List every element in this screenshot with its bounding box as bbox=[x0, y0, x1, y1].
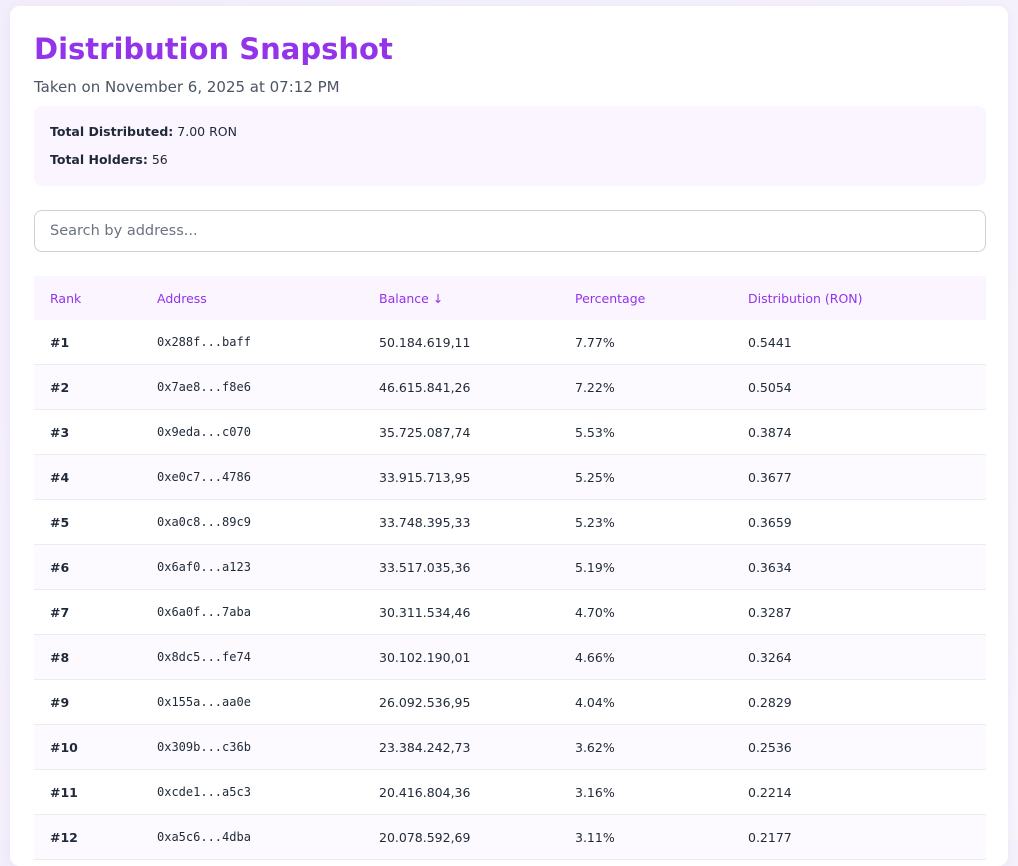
table-cell: 4.66% bbox=[559, 634, 732, 680]
summary-value: 56 bbox=[151, 152, 168, 167]
table-cell: #6 bbox=[34, 544, 141, 590]
column-header[interactable]: Rank bbox=[34, 276, 141, 320]
table-cell: 0x309b...c36b bbox=[141, 724, 363, 770]
table-cell: 0.3659 bbox=[732, 499, 986, 545]
holders-table: Rank Address Balance ↓ Percentage Distributi… bbox=[34, 276, 986, 860]
summary-label: Total Distributed: bbox=[50, 124, 174, 139]
table-row: #8 0x8dc5...fe74 30.102.190,01 4.66% 0.3264 bbox=[34, 634, 986, 680]
table-cell: #9 bbox=[34, 679, 141, 725]
table-cell: 0x6a0f...7aba bbox=[141, 589, 363, 635]
summary-item: Total Holders: 56 bbox=[50, 150, 970, 178]
table-body: #1 0x288f...baff 50.184.619,11 7.77% 0.5441 #… bbox=[34, 320, 986, 860]
column-header[interactable]: Balance ↓ bbox=[363, 276, 559, 320]
table-row: #4 0xe0c7...4786 33.915.713,95 5.25% 0.3677 bbox=[34, 454, 986, 500]
header-row: Rank Address Balance ↓ Percentage Distributi… bbox=[34, 276, 986, 320]
table-row: #11 0xcde1...a5c3 20.416.804,36 3.16% 0.2214 bbox=[34, 769, 986, 815]
table-cell: 0x288f...baff bbox=[141, 320, 363, 365]
table-cell: 3.11% bbox=[559, 814, 732, 860]
table-cell: 33.517.035,36 bbox=[363, 544, 559, 590]
table-cell: 0.3634 bbox=[732, 544, 986, 590]
table-cell: 0x7ae8...f8e6 bbox=[141, 364, 363, 410]
table-cell: 5.23% bbox=[559, 499, 732, 545]
summary-value: 7.00 RON bbox=[177, 124, 237, 139]
table-cell: #4 bbox=[34, 454, 141, 500]
table-cell: #8 bbox=[34, 634, 141, 680]
table-cell: 0xe0c7...4786 bbox=[141, 454, 363, 500]
table-cell: 3.16% bbox=[559, 769, 732, 815]
table-cell: 0.3677 bbox=[732, 454, 986, 500]
table-cell: 0.3264 bbox=[732, 634, 986, 680]
subtitle: Taken on November 6, 2025 at 07:12 PM bbox=[34, 78, 340, 96]
table-row: #6 0x6af0...a123 33.517.035,36 5.19% 0.3634 bbox=[34, 544, 986, 590]
table-cell: 7.22% bbox=[559, 364, 732, 410]
table-cell: 0.2214 bbox=[732, 769, 986, 815]
search-placeholder: Search by address... bbox=[50, 223, 198, 239]
table-cell: 0x8dc5...fe74 bbox=[141, 634, 363, 680]
table-cell: 35.725.087,74 bbox=[363, 409, 559, 455]
table-cell: 4.70% bbox=[559, 589, 732, 635]
table-cell: #12 bbox=[34, 814, 141, 860]
title: Distribution Snapshot bbox=[34, 32, 393, 66]
table-cell: #7 bbox=[34, 589, 141, 635]
table-cell: 20.078.592,69 bbox=[363, 814, 559, 860]
table-cell: 0.3287 bbox=[732, 589, 986, 635]
snapshot-card: Distribution Snapshot Taken on November … bbox=[10, 6, 1008, 866]
table-cell: 50.184.619,11 bbox=[363, 320, 559, 365]
table-cell: 0.5054 bbox=[732, 364, 986, 410]
table-cell: 5.53% bbox=[559, 409, 732, 455]
table-row: #12 0xa5c6...4dba 20.078.592,69 3.11% 0.2177 bbox=[34, 814, 986, 860]
table-row: #5 0xa0c8...89c9 33.748.395,33 5.23% 0.3659 bbox=[34, 499, 986, 545]
table-row: #3 0x9eda...c070 35.725.087,74 5.53% 0.3874 bbox=[34, 409, 986, 455]
column-header[interactable]: Address bbox=[141, 276, 363, 320]
table-cell: 30.311.534,46 bbox=[363, 589, 559, 635]
search-input[interactable]: Search by address... bbox=[34, 210, 986, 252]
table-cell: 0xa5c6...4dba bbox=[141, 814, 363, 860]
table-row: #2 0x7ae8...f8e6 46.615.841,26 7.22% 0.5054 bbox=[34, 364, 986, 410]
table-cell: #5 bbox=[34, 499, 141, 545]
summary-item: Total Distributed: 7.00 RON bbox=[50, 122, 970, 150]
table-cell: 26.092.536,95 bbox=[363, 679, 559, 725]
table-cell: 46.615.841,26 bbox=[363, 364, 559, 410]
table-cell: 0.2829 bbox=[732, 679, 986, 725]
table-cell: 20.416.804,36 bbox=[363, 769, 559, 815]
table-cell: 4.04% bbox=[559, 679, 732, 725]
table-cell: 33.915.713,95 bbox=[363, 454, 559, 500]
table-cell: 0.3874 bbox=[732, 409, 986, 455]
table-cell: 0xa0c8...89c9 bbox=[141, 499, 363, 545]
table-cell: #1 bbox=[34, 320, 141, 365]
table-cell: 23.384.242,73 bbox=[363, 724, 559, 770]
table-cell: 5.25% bbox=[559, 454, 732, 500]
table-cell: 7.77% bbox=[559, 320, 732, 365]
column-header[interactable]: Percentage bbox=[559, 276, 732, 320]
table-cell: 0.2177 bbox=[732, 814, 986, 860]
table-cell: 0xcde1...a5c3 bbox=[141, 769, 363, 815]
table-cell: #11 bbox=[34, 769, 141, 815]
table-row: #9 0x155a...aa0e 26.092.536,95 4.04% 0.2829 bbox=[34, 679, 986, 725]
table-cell: #3 bbox=[34, 409, 141, 455]
table-cell: 0.2536 bbox=[732, 724, 986, 770]
table-row: #1 0x288f...baff 50.184.619,11 7.77% 0.5441 bbox=[34, 320, 986, 365]
table-cell: #10 bbox=[34, 724, 141, 770]
summary: Total Distributed: 7.00 RON Total Holder… bbox=[34, 106, 986, 186]
table-row: #7 0x6a0f...7aba 30.311.534,46 4.70% 0.3287 bbox=[34, 589, 986, 635]
column-header[interactable]: Distribution (RON) bbox=[732, 276, 986, 320]
table-row: #10 0x309b...c36b 23.384.242,73 3.62% 0.2536 bbox=[34, 724, 986, 770]
table-cell: 33.748.395,33 bbox=[363, 499, 559, 545]
table-cell: 30.102.190,01 bbox=[363, 634, 559, 680]
table-cell: #2 bbox=[34, 364, 141, 410]
table-cell: 5.19% bbox=[559, 544, 732, 590]
table-cell: 0x9eda...c070 bbox=[141, 409, 363, 455]
table-cell: 0x155a...aa0e bbox=[141, 679, 363, 725]
table-cell: 0.5441 bbox=[732, 320, 986, 365]
table-cell: 0x6af0...a123 bbox=[141, 544, 363, 590]
table-cell: 3.62% bbox=[559, 724, 732, 770]
summary-label: Total Holders: bbox=[50, 152, 148, 167]
